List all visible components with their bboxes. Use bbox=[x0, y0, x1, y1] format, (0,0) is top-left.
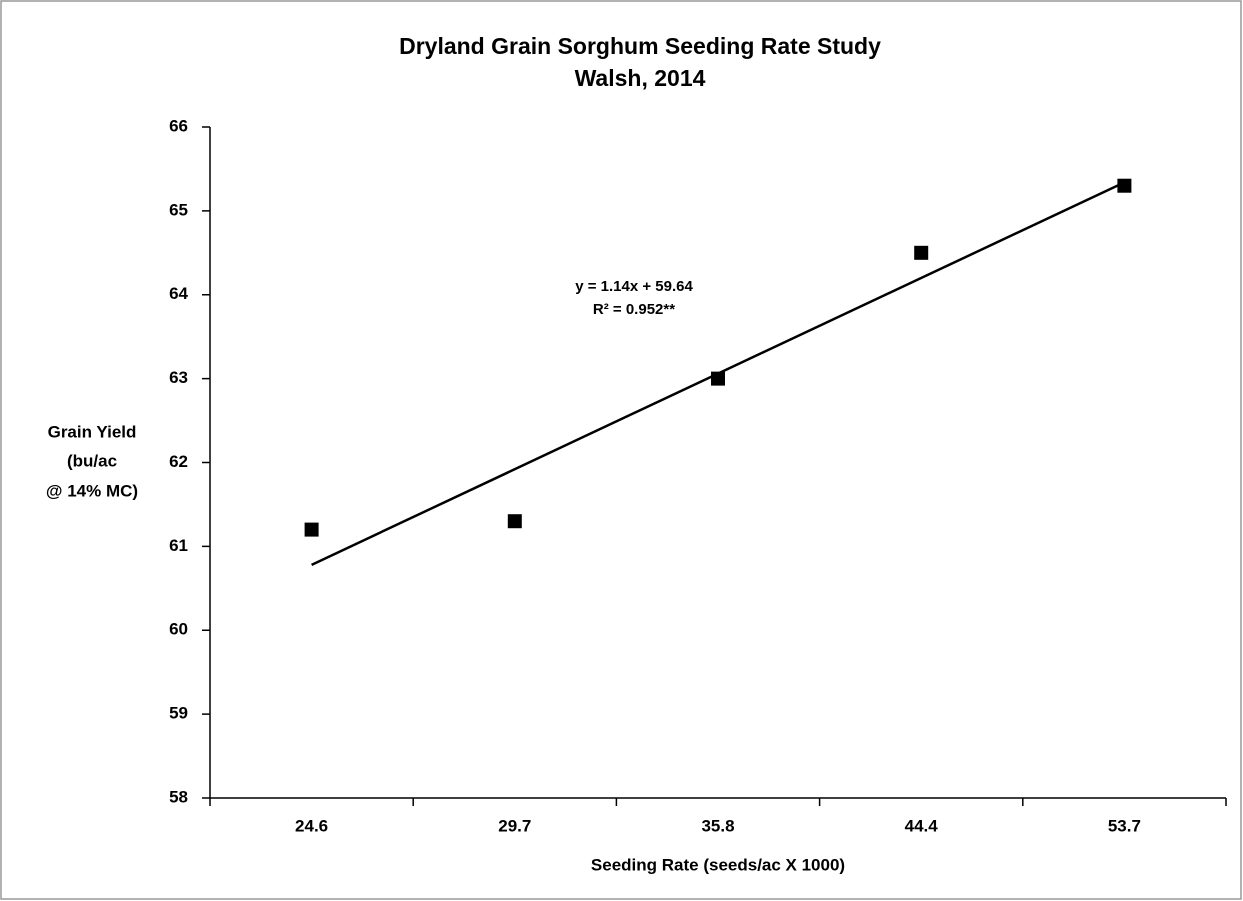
y-tick-label: 60 bbox=[169, 620, 188, 639]
x-tick-label: 44.4 bbox=[905, 816, 939, 835]
y-axis-label: Grain Yield bbox=[48, 422, 137, 441]
y-tick-label: 61 bbox=[169, 536, 188, 555]
chart-title: Dryland Grain Sorghum Seeding Rate Study bbox=[399, 33, 881, 59]
y-tick-label: 58 bbox=[169, 787, 188, 806]
y-axis-label: (bu/ac bbox=[67, 451, 117, 470]
point bbox=[304, 522, 319, 537]
y-axis-label: @ 14% MC) bbox=[46, 481, 138, 500]
annotation: R² = 0.952** bbox=[593, 301, 675, 318]
y-tick-label: 62 bbox=[169, 452, 188, 471]
y-tick-label: 65 bbox=[169, 200, 188, 219]
x-tick-label: 53.7 bbox=[1108, 816, 1141, 835]
annotation: y = 1.14x + 59.64 bbox=[575, 278, 693, 295]
x-tick-label: 35.8 bbox=[701, 816, 734, 835]
point bbox=[507, 514, 522, 529]
x-tick-label: 29.7 bbox=[498, 816, 531, 835]
y-tick-label: 66 bbox=[169, 116, 188, 135]
chart-subtitle: Walsh, 2014 bbox=[575, 65, 706, 91]
x-axis-label: Seeding Rate (seeds/ac X 1000) bbox=[591, 855, 845, 874]
y-tick-label: 64 bbox=[169, 284, 188, 303]
point bbox=[914, 245, 929, 260]
y-tick-label: 59 bbox=[169, 704, 188, 723]
x-tick-label: 24.6 bbox=[295, 816, 328, 835]
point bbox=[711, 371, 725, 386]
y-tick-label: 63 bbox=[169, 368, 188, 387]
point bbox=[1117, 178, 1132, 193]
